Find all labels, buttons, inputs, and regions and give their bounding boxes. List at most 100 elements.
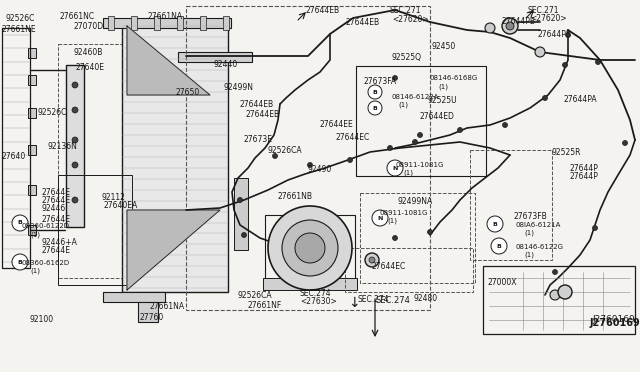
Circle shape [295, 233, 325, 263]
Text: (1): (1) [398, 102, 408, 109]
Bar [58, 44, 175, 278]
Circle shape [417, 132, 422, 138]
Circle shape [273, 154, 278, 158]
Text: 92450: 92450 [432, 42, 456, 51]
Text: 27673FB: 27673FB [513, 212, 547, 221]
Circle shape [413, 140, 417, 144]
Text: 27644EC: 27644EC [371, 262, 405, 271]
Text: SEC.271: SEC.271 [528, 6, 559, 15]
Text: B: B [372, 106, 378, 110]
Text: N: N [392, 166, 397, 170]
Text: 27661NF: 27661NF [248, 301, 282, 310]
Text: (1): (1) [387, 218, 397, 224]
Text: 27673FA: 27673FA [363, 77, 396, 86]
Text: 92525R: 92525R [552, 148, 582, 157]
Text: SEC.274: SEC.274 [299, 289, 331, 298]
Circle shape [387, 145, 392, 151]
Circle shape [348, 157, 353, 163]
Circle shape [72, 82, 78, 88]
Text: 27644P: 27644P [569, 172, 598, 181]
Bar [178, 52, 252, 62]
Bar [345, 248, 473, 292]
Text: 92480: 92480 [413, 294, 437, 303]
Text: 92100: 92100 [30, 315, 54, 324]
Circle shape [372, 210, 388, 226]
Circle shape [502, 18, 518, 34]
Circle shape [392, 76, 397, 80]
Bar [28, 185, 36, 195]
Circle shape [535, 47, 545, 57]
Text: 92526CA: 92526CA [237, 291, 271, 300]
Bar [28, 48, 36, 58]
Bar [356, 66, 486, 176]
Circle shape [593, 225, 598, 231]
Circle shape [491, 238, 507, 254]
Bar [138, 302, 158, 322]
Text: 92526C: 92526C [5, 14, 35, 23]
Circle shape [595, 60, 600, 64]
Circle shape [72, 162, 78, 168]
Text: <27620>: <27620> [530, 14, 566, 23]
Circle shape [502, 122, 508, 128]
Bar [483, 266, 635, 334]
Text: 27650: 27650 [176, 88, 200, 97]
Text: 27644EC: 27644EC [335, 133, 369, 142]
Text: B: B [17, 260, 22, 264]
Circle shape [506, 22, 514, 30]
Text: (1): (1) [524, 230, 534, 237]
Bar [186, 6, 430, 310]
Bar [131, 16, 137, 30]
Circle shape [72, 107, 78, 113]
Circle shape [367, 255, 377, 265]
Text: 27644EB: 27644EB [245, 110, 279, 119]
Text: 92440: 92440 [213, 60, 237, 69]
Circle shape [368, 85, 382, 99]
Bar [263, 278, 357, 290]
Bar [28, 145, 36, 155]
Bar [200, 16, 206, 30]
Circle shape [72, 197, 78, 203]
Bar [177, 16, 183, 30]
Text: ↓: ↓ [348, 296, 360, 310]
Text: 27640EA: 27640EA [104, 201, 138, 210]
Text: 92136N: 92136N [48, 142, 78, 151]
Text: 92499NA: 92499NA [397, 197, 432, 206]
Bar [470, 150, 552, 260]
Bar [103, 292, 165, 302]
Bar [66, 65, 84, 227]
Text: N: N [378, 215, 383, 221]
Text: 92460B: 92460B [74, 48, 104, 57]
Circle shape [307, 163, 312, 167]
Text: <27630>: <27630> [300, 297, 337, 306]
Text: 27070D: 27070D [73, 22, 103, 31]
Circle shape [12, 254, 28, 270]
Circle shape [365, 253, 379, 267]
Bar [265, 215, 355, 280]
Text: B: B [372, 90, 378, 94]
Text: 08146-6168G: 08146-6168G [430, 75, 478, 81]
Text: 92525Q: 92525Q [392, 53, 422, 62]
Bar [28, 108, 36, 118]
Text: 27644PB: 27644PB [537, 30, 571, 39]
Text: 08146-6122G: 08146-6122G [516, 244, 564, 250]
Circle shape [268, 206, 352, 290]
Circle shape [552, 269, 557, 275]
Text: (1): (1) [403, 170, 413, 176]
Text: 08911-1081G: 08911-1081G [395, 162, 444, 168]
Text: 92525U: 92525U [427, 96, 456, 105]
Bar [234, 178, 248, 250]
Text: SEC.271: SEC.271 [390, 6, 422, 15]
Text: 27644EB: 27644EB [345, 18, 379, 27]
Text: SEC.274: SEC.274 [357, 295, 388, 304]
Text: 27661NA: 27661NA [148, 12, 183, 21]
Circle shape [558, 285, 572, 299]
Text: 27000X: 27000X [488, 278, 518, 287]
Bar [122, 22, 228, 292]
Bar [154, 16, 160, 30]
Text: 92446+A: 92446+A [42, 238, 78, 247]
Text: 08360-6162D: 08360-6162D [22, 260, 70, 266]
Circle shape [566, 32, 570, 38]
Text: 27644PB: 27644PB [502, 17, 536, 26]
Text: 08IA6-6121A: 08IA6-6121A [516, 222, 561, 228]
Text: 27661NA: 27661NA [150, 302, 185, 311]
